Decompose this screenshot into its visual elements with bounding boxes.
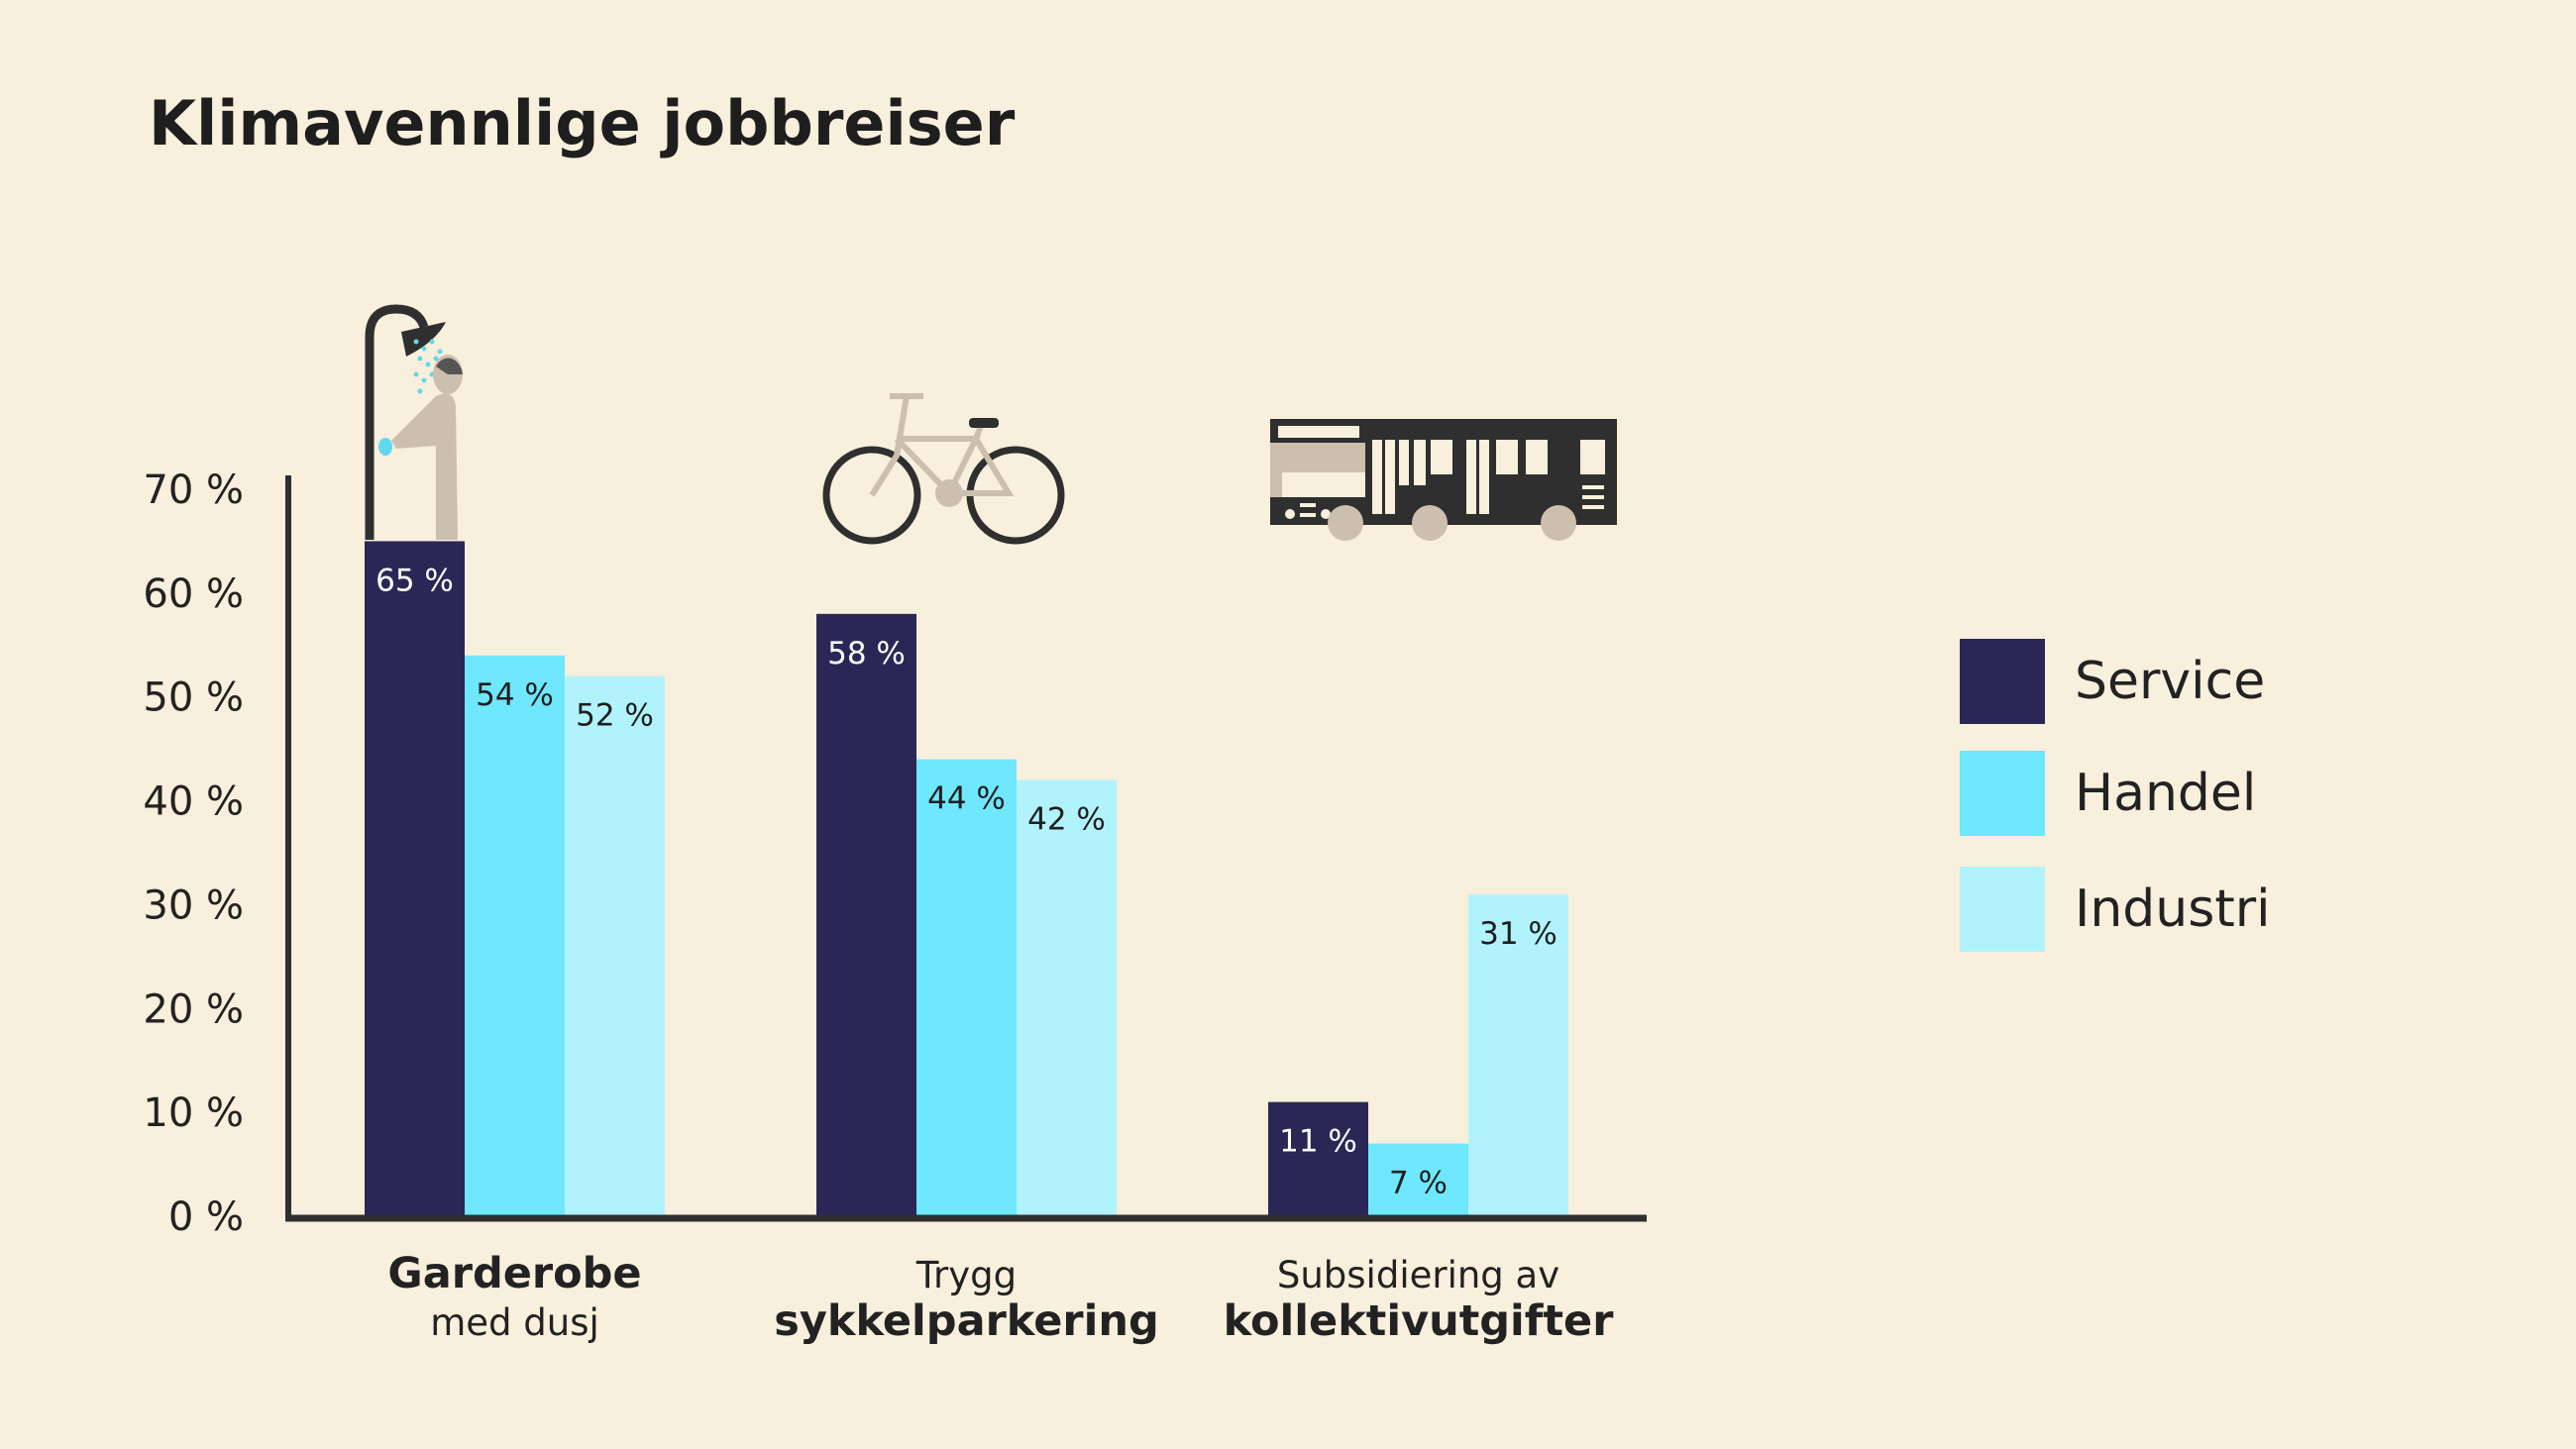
category-label: Trygg — [915, 1254, 1017, 1296]
data-label: 52 % — [576, 698, 654, 734]
bar-service — [816, 613, 916, 1216]
legend-swatch — [1960, 867, 2045, 952]
bar-service — [1268, 1101, 1368, 1216]
y-tick-label: 20 % — [143, 986, 244, 1032]
y-tick-label: 40 % — [143, 779, 244, 825]
legend-label: Industri — [2075, 880, 2271, 939]
legend-swatch — [1960, 751, 2045, 836]
legend-item-handel: Handel — [1960, 751, 2256, 836]
category-label: Garderobe — [387, 1249, 641, 1298]
category-label: Subsidiering av — [1277, 1254, 1559, 1296]
data-label: 31 % — [1479, 916, 1557, 952]
bar-industri — [1468, 893, 1568, 1216]
data-label: 65 % — [376, 563, 454, 598]
category-label: med dusj — [430, 1301, 599, 1344]
y-tick-label: 60 % — [143, 571, 244, 617]
y-tick-label: 30 % — [143, 882, 244, 928]
bicycle-icon — [822, 393, 1065, 545]
legend-label: Service — [2075, 652, 2266, 711]
bar-handel — [465, 655, 565, 1216]
bar-handel — [1368, 1143, 1468, 1216]
bar-handel — [916, 759, 1017, 1216]
data-label: 54 % — [476, 677, 554, 713]
y-tick-label: 50 % — [143, 675, 244, 721]
bus-icon — [1270, 419, 1617, 541]
legend-label: Handel — [2075, 764, 2257, 823]
data-label: 44 % — [927, 781, 1006, 817]
legend-item-service: Service — [1960, 639, 2265, 724]
bar-service — [365, 541, 465, 1216]
data-label: 11 % — [1279, 1124, 1357, 1160]
bar-industri — [565, 675, 665, 1216]
data-label: 42 % — [1027, 802, 1106, 838]
shower-icon — [365, 304, 463, 540]
data-label: 58 % — [827, 636, 906, 672]
y-tick-label: 70 % — [143, 467, 244, 513]
data-label: 7 % — [1389, 1166, 1448, 1201]
bar-industri — [1017, 779, 1117, 1216]
category-label: sykkelparkering — [774, 1296, 1159, 1346]
chart-title: Klimavennlige jobbreiser — [149, 87, 1016, 159]
y-tick-label: 10 % — [143, 1090, 244, 1136]
category-label: kollektivutgifter — [1224, 1296, 1615, 1346]
y-tick-label: 0 % — [168, 1194, 244, 1240]
legend-item-industri: Industri — [1960, 867, 2271, 952]
legend-swatch — [1960, 639, 2045, 724]
